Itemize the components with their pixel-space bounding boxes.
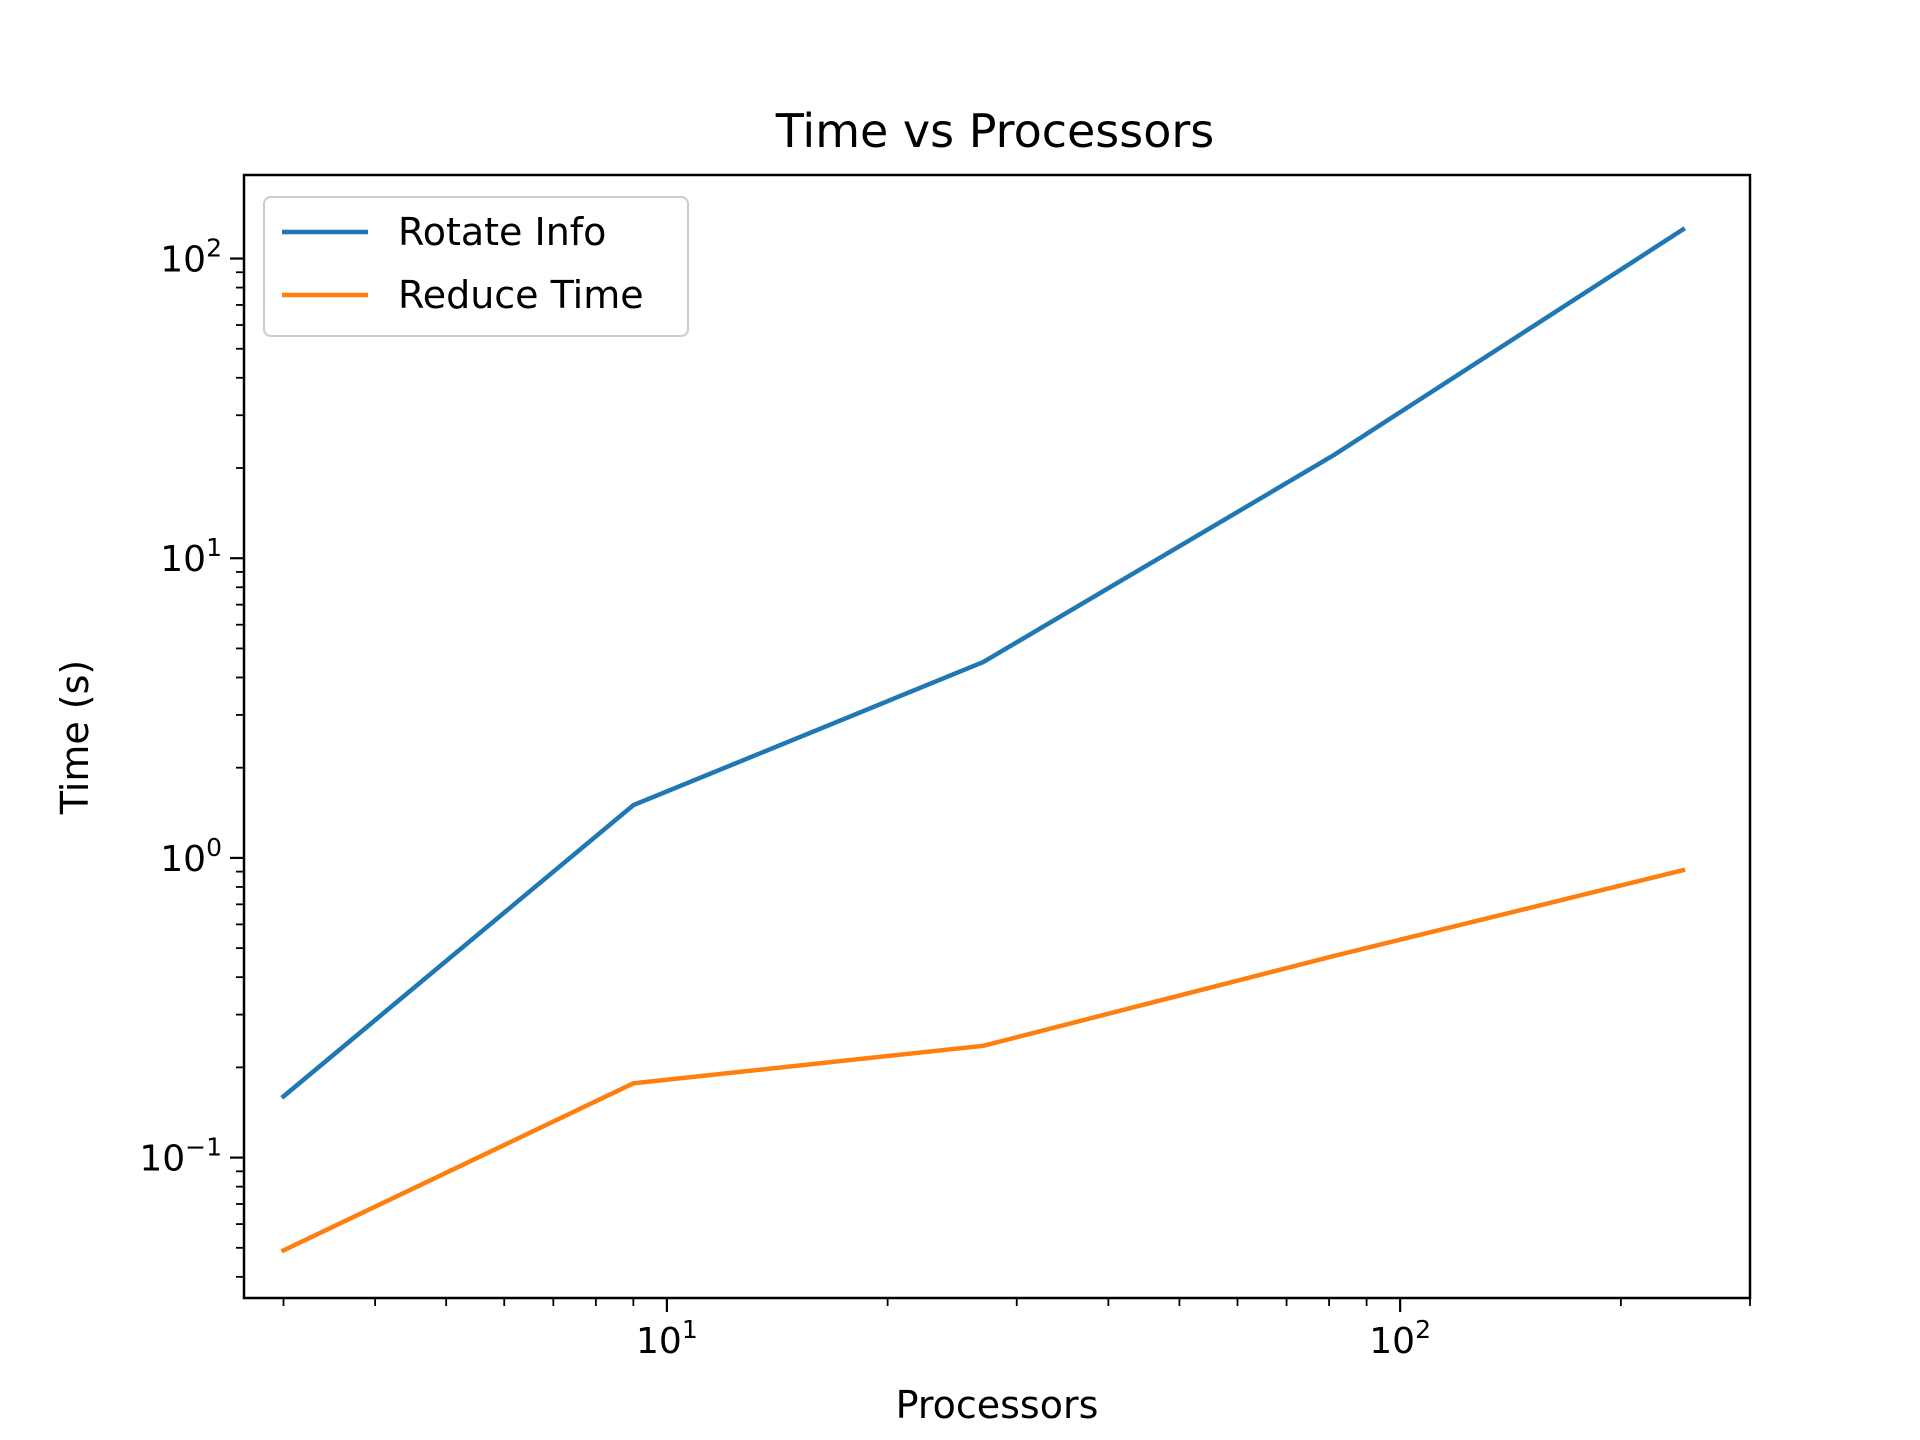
axis-ticks: 101 102 102 101 100 10−1 (139, 234, 1751, 1362)
x-tick-label: 102 (1369, 1315, 1431, 1362)
legend: Rotate Info Reduce Time (263, 196, 689, 337)
legend-label-0: Rotate Info (398, 210, 606, 254)
axes-frame (242, 173, 1752, 1300)
chart-title: Time vs Processors (775, 104, 1215, 158)
series-line-1 (280, 867, 1686, 1254)
legend-label-1: Reduce Time (398, 273, 644, 317)
x-axis-label: Processors (896, 1383, 1099, 1427)
x-tick-label: 101 (636, 1315, 698, 1362)
y-tick-label: 10−1 (139, 1133, 222, 1180)
y-tick-label: 101 (160, 533, 222, 580)
y-tick-label: 100 (160, 833, 222, 880)
legend-box (263, 196, 689, 337)
plot-area (280, 226, 1687, 1254)
series-line-0 (280, 226, 1687, 1100)
y-axis-label: Time (s) (53, 660, 97, 816)
y-tick-label: 102 (160, 234, 222, 281)
